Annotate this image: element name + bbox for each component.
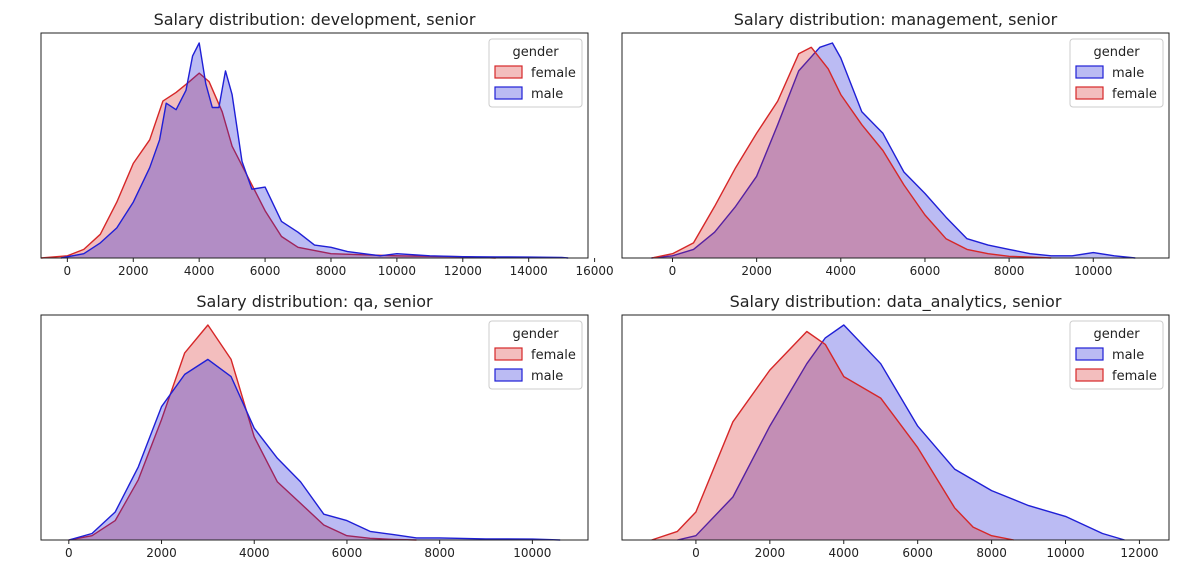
series-line-female [651, 46, 1052, 259]
x-tick-label: 4000 [239, 546, 270, 560]
plot-frame [40, 314, 589, 541]
legend-swatch-female [1075, 368, 1104, 382]
series-line-male [651, 42, 1136, 259]
x-tick-label: 0 [692, 546, 700, 560]
legend-swatch-male [1075, 65, 1104, 79]
chart-title: Salary distribution: qa, senior [196, 292, 433, 311]
legend-swatch-male [494, 368, 523, 382]
legend-box [488, 320, 583, 390]
series-area-male [68, 359, 561, 540]
series-line-male [68, 358, 561, 541]
legend-label-female: female [1112, 87, 1157, 102]
subplot-1: Salary distribution: development, senior… [40, 10, 614, 278]
series-line-female [68, 324, 417, 541]
legend-swatch-female [1075, 86, 1104, 100]
subplot-4: Salary distribution: data_analytics, sen… [621, 292, 1170, 560]
legend-label-male: male [531, 369, 563, 384]
legend: gender female male [488, 38, 583, 108]
legend: gender male female [1069, 320, 1164, 390]
x-tick-label: 4000 [184, 264, 215, 278]
x-tick-label: 2000 [741, 264, 772, 278]
x-tick-label: 2000 [146, 546, 177, 560]
legend-box [488, 38, 583, 108]
x-tick-label: 0 [64, 264, 72, 278]
x-tick-label: 6000 [910, 264, 941, 278]
x-tick-label: 6000 [250, 264, 281, 278]
x-tick-label: 16000 [575, 264, 613, 278]
x-tick-label: 6000 [902, 546, 933, 560]
chart-title: Salary distribution: data_analytics, sen… [730, 292, 1062, 312]
x-tick-label: 4000 [826, 264, 857, 278]
legend-title: gender [1093, 327, 1140, 342]
x-tick-label: 10000 [1074, 264, 1112, 278]
x-tick-label: 2000 [118, 264, 149, 278]
plot-frame [621, 314, 1170, 541]
x-tick-label: 0 [669, 264, 677, 278]
legend-title: gender [512, 45, 559, 60]
legend-label-female: female [531, 66, 576, 81]
plot-frame [621, 32, 1170, 259]
legend: gender male female [1069, 38, 1164, 108]
legend-label-male: male [1112, 66, 1144, 81]
x-tick-label: 2000 [755, 546, 786, 560]
legend-label-female: female [531, 348, 576, 363]
series-area-male [677, 325, 1125, 540]
x-tick-label: 8000 [976, 546, 1007, 560]
series-line-male [677, 324, 1125, 541]
legend-swatch-male [1075, 347, 1104, 361]
legend: gender female male [488, 320, 583, 390]
x-tick-label: 8000 [316, 264, 347, 278]
x-tick-label: 0 [65, 546, 73, 560]
subplot-2: Salary distribution: management, senior 0… [621, 10, 1170, 278]
series-area-male [651, 43, 1136, 258]
subplot-3: Salary distribution: qa, senior 0 2000 4000… [40, 292, 589, 560]
x-tick-label: 12000 [444, 264, 482, 278]
legend-swatch-female [494, 347, 523, 361]
x-tick-label: 10000 [378, 264, 416, 278]
legend-label-male: male [1112, 348, 1144, 363]
x-tick-label: 6000 [332, 546, 363, 560]
series-area-female [651, 47, 1052, 258]
series-area-female [41, 73, 496, 258]
series-line-female [651, 330, 1014, 541]
x-tick-label: 8000 [424, 546, 455, 560]
legend-label-female: female [1112, 369, 1157, 384]
x-tick-label: 10000 [513, 546, 551, 560]
series-area-male [60, 43, 569, 258]
chart-title: Salary distribution: development, senior [154, 10, 476, 29]
legend-swatch-male [494, 86, 523, 100]
legend-title: gender [1093, 45, 1140, 60]
legend-box [1069, 38, 1164, 108]
legend-label-male: male [531, 87, 563, 102]
legend-box [1069, 320, 1164, 390]
x-tick-label: 10000 [1046, 546, 1084, 560]
legend-swatch-female [494, 65, 523, 79]
series-line-male [60, 42, 569, 259]
x-tick-label: 14000 [510, 264, 548, 278]
series-area-female [68, 325, 417, 540]
series-area-female [651, 331, 1014, 540]
x-tick-label: 12000 [1120, 546, 1158, 560]
chart-title: Salary distribution: management, senior [734, 10, 1058, 29]
legend-title: gender [512, 327, 559, 342]
x-tick-label: 4000 [828, 546, 859, 560]
x-tick-label: 8000 [994, 264, 1025, 278]
plot-frame [40, 32, 589, 259]
